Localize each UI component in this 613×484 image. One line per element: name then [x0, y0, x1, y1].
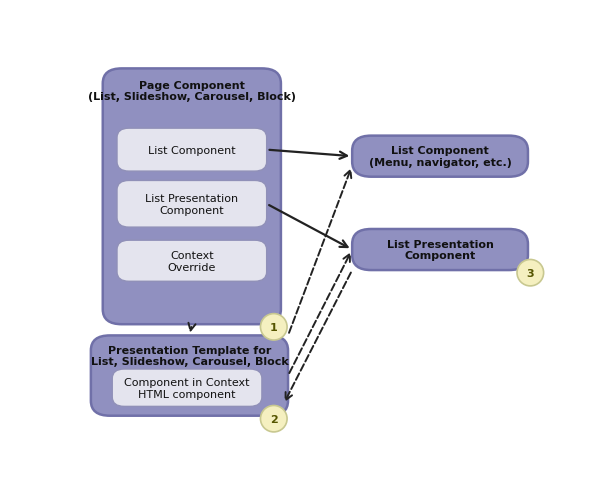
- FancyBboxPatch shape: [352, 136, 528, 177]
- FancyBboxPatch shape: [103, 69, 281, 325]
- Text: 3: 3: [527, 268, 534, 278]
- Ellipse shape: [261, 314, 287, 340]
- Text: Component in Context
HTML component: Component in Context HTML component: [124, 377, 250, 399]
- Text: List Component
(Menu, navigator, etc.): List Component (Menu, navigator, etc.): [368, 146, 511, 167]
- Ellipse shape: [517, 260, 544, 287]
- Text: List Presentation
Component: List Presentation Component: [145, 194, 238, 215]
- FancyBboxPatch shape: [91, 336, 288, 416]
- FancyBboxPatch shape: [112, 369, 262, 407]
- Text: Context
Override: Context Override: [167, 250, 216, 272]
- FancyBboxPatch shape: [117, 181, 267, 227]
- Ellipse shape: [261, 406, 287, 432]
- Text: 1: 1: [270, 322, 278, 332]
- Text: 2: 2: [270, 414, 278, 424]
- FancyBboxPatch shape: [117, 129, 267, 172]
- Text: List Presentation
Component: List Presentation Component: [387, 239, 493, 261]
- Text: Presentation Template for
List, Slideshow, Carousel, Block: Presentation Template for List, Slidesho…: [91, 345, 288, 366]
- Text: Page Component
(List, Slideshow, Carousel, Block): Page Component (List, Slideshow, Carouse…: [88, 80, 296, 102]
- FancyBboxPatch shape: [352, 229, 528, 271]
- Text: List Component: List Component: [148, 145, 235, 155]
- FancyBboxPatch shape: [117, 241, 267, 282]
